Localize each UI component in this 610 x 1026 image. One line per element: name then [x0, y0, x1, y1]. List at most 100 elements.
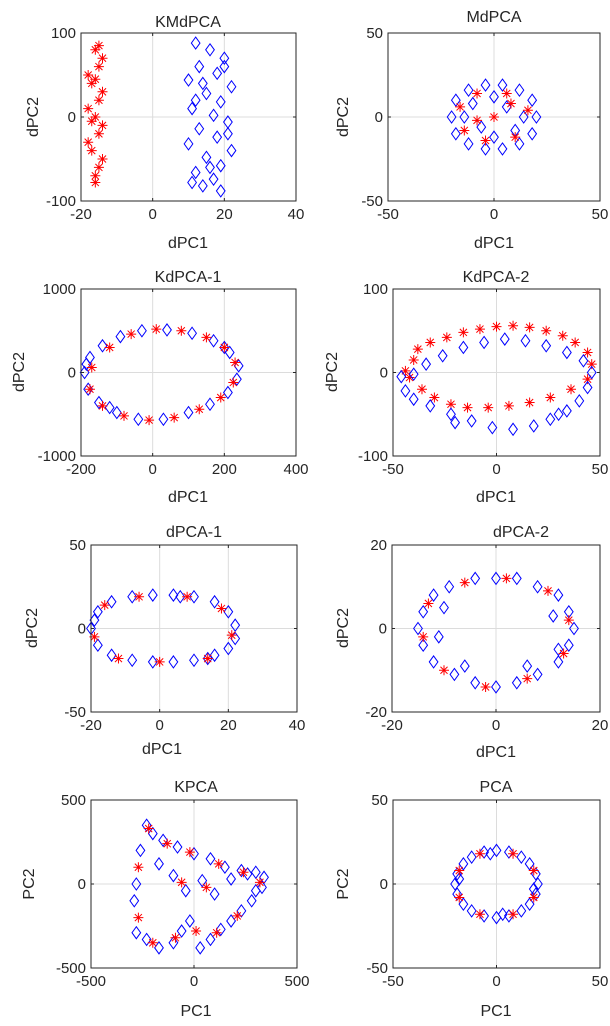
- diamond-marker: [491, 680, 501, 694]
- asterisk-marker: [404, 372, 415, 383]
- x-tick-label: 0: [490, 206, 498, 223]
- asterisk-marker: [508, 848, 519, 859]
- asterisk-marker: [182, 591, 193, 602]
- x-tick-label: 50: [592, 206, 609, 223]
- diamond-marker: [79, 365, 90, 380]
- diamond-marker: [582, 380, 593, 395]
- diamond-marker: [197, 179, 208, 193]
- diamond-marker: [222, 385, 233, 400]
- asterisk-marker: [119, 410, 129, 421]
- y-tick-label: -1000: [38, 448, 76, 465]
- asterisk-marker: [570, 337, 581, 348]
- diamond-marker: [115, 329, 126, 344]
- diamond-marker: [257, 880, 267, 895]
- diamond-marker: [187, 326, 198, 341]
- asterisk-marker: [238, 867, 249, 878]
- asterisk-marker: [211, 927, 222, 938]
- diamond-marker: [516, 850, 527, 864]
- x-tick-label: 400: [283, 461, 308, 478]
- diamond-marker: [175, 589, 186, 604]
- asterisk-marker: [545, 392, 556, 403]
- diamond-marker: [162, 323, 172, 337]
- x-tick-label: 0: [148, 206, 156, 223]
- data-marks: [129, 818, 269, 955]
- asterisk-marker: [501, 573, 512, 584]
- asterisk-marker: [86, 116, 97, 127]
- asterisk-marker: [147, 937, 158, 948]
- asterisk-marker: [213, 858, 224, 869]
- diamond-marker: [190, 36, 201, 50]
- asterisk-marker: [474, 909, 485, 920]
- asterisk-marker: [425, 337, 436, 348]
- asterisk-marker: [491, 321, 502, 332]
- diamond-marker: [127, 653, 138, 668]
- diamond-marker: [236, 904, 247, 918]
- diamond-marker: [489, 89, 499, 104]
- asterisk-marker: [184, 847, 195, 858]
- diamond-marker: [147, 826, 158, 841]
- asterisk-marker: [228, 377, 239, 388]
- y-tick-label: 50: [69, 537, 86, 554]
- x-axis-label: dPC1: [474, 235, 514, 252]
- diamond-marker: [433, 629, 444, 644]
- asterisk-marker: [90, 112, 101, 122]
- diamond-marker: [528, 419, 539, 433]
- diamond-marker: [184, 914, 195, 928]
- asterisk-marker: [489, 112, 499, 122]
- diamond-marker: [208, 108, 219, 123]
- asterisk-marker: [133, 862, 144, 873]
- x-axis-label: PC1: [480, 1003, 511, 1020]
- diamond-marker: [212, 66, 223, 81]
- tick-labels: -200 0 200 400 -1000 0 1000: [38, 281, 309, 478]
- diamond-marker: [459, 659, 470, 673]
- asterisk-marker: [86, 78, 97, 89]
- tick-labels: -20 0 20 -20 0 20: [365, 537, 608, 734]
- diamond-marker: [205, 397, 215, 412]
- x-tick-label: 20: [216, 206, 233, 223]
- asterisk-marker: [510, 132, 521, 143]
- diamond-marker: [201, 150, 212, 165]
- diamond-marker: [479, 845, 490, 859]
- diamond-marker: [183, 405, 194, 420]
- diamond-marker: [194, 121, 205, 136]
- diamond-marker: [449, 667, 460, 682]
- diamond-marker: [168, 655, 179, 669]
- diamond-marker: [531, 110, 542, 124]
- diamond-marker: [219, 860, 230, 875]
- diamond-marker: [497, 78, 508, 92]
- panel-kmdpca: -20 0 20 40 -100 0 100 KMdPCA dPC1 dPC2: [25, 14, 304, 252]
- diamond-marker: [520, 333, 531, 348]
- y-tick-label: -50: [366, 960, 388, 977]
- diamond-marker: [446, 110, 457, 124]
- data-marks: [83, 36, 237, 198]
- diamond-marker: [131, 877, 142, 891]
- x-tick-label: 0: [190, 973, 198, 990]
- diamond-marker: [215, 184, 226, 198]
- asterisk-marker: [93, 40, 104, 51]
- diamond-marker: [485, 846, 496, 861]
- diamond-marker: [259, 870, 269, 885]
- diamond-marker: [141, 932, 152, 947]
- asterisk-marker: [97, 154, 108, 164]
- asterisk-marker: [254, 877, 265, 888]
- asterisk-marker: [543, 585, 553, 596]
- diamond-marker: [458, 340, 469, 355]
- x-tick-label: 40: [289, 717, 306, 734]
- asterisk-marker: [474, 848, 485, 859]
- y-tick-label: -100: [46, 193, 76, 210]
- asterisk-marker: [522, 673, 533, 684]
- diamond-marker: [532, 667, 543, 682]
- x-tick-label: 50: [592, 973, 609, 990]
- x-axis-label: dPC1: [142, 741, 182, 758]
- asterisk-marker: [133, 912, 144, 923]
- diamond-marker: [527, 126, 538, 141]
- diamond-marker: [480, 78, 491, 92]
- x-tick-label: 20: [592, 717, 609, 734]
- diamond-marker: [183, 137, 194, 151]
- diamond-marker: [219, 51, 230, 66]
- diamond-marker: [209, 887, 220, 901]
- asterisk-marker: [89, 631, 100, 642]
- diamond-marker: [511, 571, 522, 586]
- diamond-marker: [205, 42, 215, 57]
- tick-labels: -50 0 50 -100 0 100: [358, 281, 608, 478]
